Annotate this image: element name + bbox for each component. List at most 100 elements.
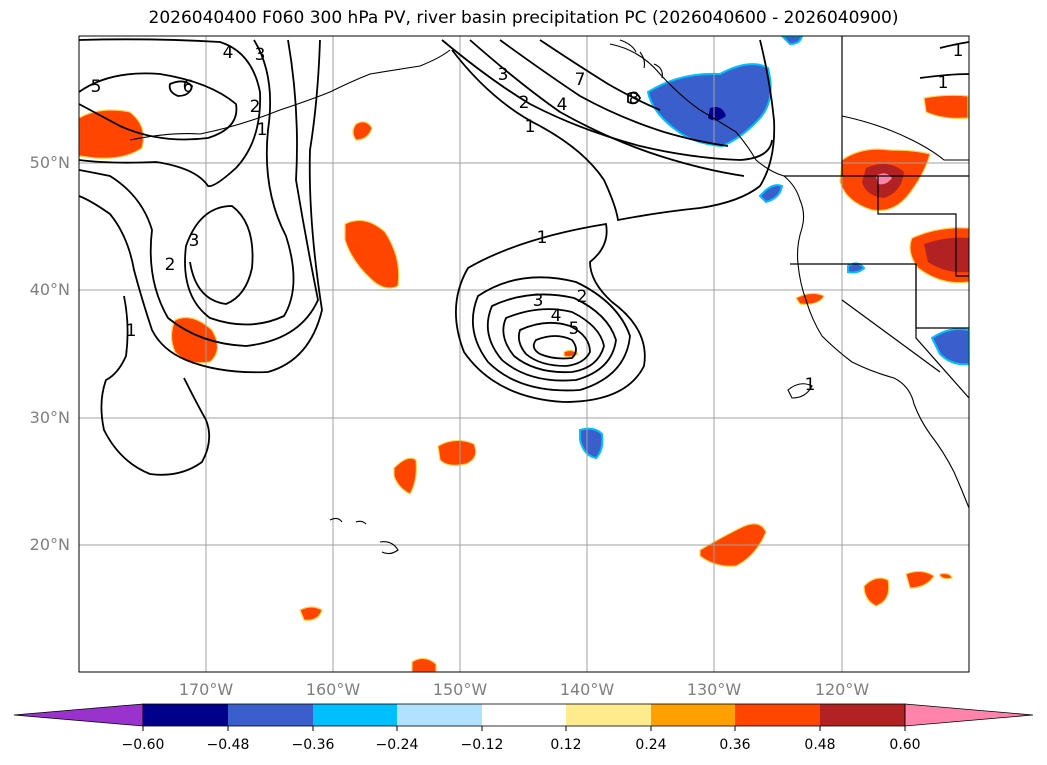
pv-label: 1: [938, 73, 949, 93]
pv-contour-cutoff-4: [502, 308, 605, 374]
precip-patch-south-east-3: [939, 572, 953, 580]
precip-patch-hawaii-north: [393, 457, 417, 495]
precip-patch-arizona-dry: [930, 328, 969, 366]
precip-patch-hawaii-east: [437, 439, 477, 466]
precip-patch-bc-coast: [758, 184, 784, 204]
pv-label: 1: [537, 228, 548, 248]
precip-patch-south-east-1: [863, 577, 890, 607]
colorbar-tick-label: 0.60: [889, 737, 921, 753]
pv-contour-northwest-4: [79, 38, 262, 188]
precip-patch-nevada-dry: [847, 262, 866, 274]
colorbar-tick-label: −0.36: [291, 737, 335, 753]
colorbar-segment: [820, 704, 905, 726]
precip-patch-nevada-core: [924, 237, 969, 273]
lat-label-40n: 40°N: [29, 280, 70, 299]
pv-label: 2: [165, 255, 176, 275]
pv-label: 6: [183, 77, 194, 97]
pv-label: 1: [953, 41, 964, 61]
pv-contour-ridge-8: [627, 91, 642, 105]
pv-contours: [79, 38, 969, 476]
pv-label: 2: [519, 93, 530, 113]
political-borders: [784, 36, 969, 399]
colorbar-segment: [566, 704, 651, 726]
pv-contour-cutoff-5: [517, 321, 591, 367]
pv-label: 1: [257, 120, 268, 140]
graticule: [79, 36, 969, 672]
colorbar-segment: [651, 704, 735, 726]
colorbar-tick-label: 0.12: [550, 737, 582, 753]
colorbar-segment: [313, 704, 397, 726]
lat-label-50n: 50°N: [29, 153, 70, 172]
coastlines: [129, 39, 969, 555]
precip-patch-central-dry: [579, 427, 604, 460]
pv-label: 3: [498, 65, 509, 85]
precip-patch-oregon-coast: [795, 292, 825, 305]
pv-label: 4: [223, 43, 234, 63]
precip-patch-northpac: [352, 121, 373, 141]
pv-label: 1: [805, 375, 816, 395]
colorbar-segment: [735, 704, 820, 726]
pv-contour-cutoff-3: [486, 293, 617, 382]
pv-contour-ridge-1: [451, 39, 776, 222]
colorbar-tick-label: −0.60: [121, 737, 165, 753]
pv-label: 4: [557, 95, 568, 115]
pv-label: 1: [126, 321, 137, 341]
pv-contour-cutoff-6: [532, 335, 577, 360]
pv-label: 5: [569, 319, 580, 339]
precip-patch-gulf-alaska-wet: [646, 63, 772, 148]
colorbar-tick-label: −0.48: [206, 737, 250, 753]
colorbar-segment: [397, 704, 482, 726]
colorbar-tick-label: 0.36: [719, 737, 751, 753]
pv-contour-northwest-6: [168, 80, 193, 97]
pv-label: 8: [629, 89, 640, 109]
pv-contour-ridge-2: [469, 39, 745, 177]
pv-contour-trough-1: [79, 39, 323, 374]
precip-patch-west-north: [79, 109, 145, 159]
pv-contour-labels: 5 6 4 3 2 1 3 2 1 3 2 4 1 7 8 1 1 3 2 4 …: [91, 41, 964, 395]
pv-contour-cutoff-1: [455, 222, 646, 403]
lon-label-130w: 130°W: [686, 680, 742, 699]
pv-label: 2: [250, 97, 261, 117]
pv-contour-ridge-7: [539, 39, 661, 111]
pv-label: 2: [577, 287, 588, 307]
lat-label-20n: 20°N: [29, 535, 70, 554]
pv-contour-northeast-1: [919, 73, 969, 79]
pv-label: 5: [91, 77, 102, 97]
colorbar-outline: [142, 703, 906, 727]
precip-patch-montana: [923, 94, 969, 119]
lon-label-150w: 150°W: [432, 680, 488, 699]
precip-patch-west-central: [344, 219, 400, 289]
precip-patch-south-east-2: [905, 570, 935, 589]
pv-contour-cutoff-2: [471, 276, 631, 392]
pv-contour-trough-3: [184, 39, 295, 326]
precip-patch-bottom: [411, 657, 437, 672]
colorbar-tick-label: 0.24: [635, 737, 667, 753]
pv-label: 1: [525, 117, 536, 137]
lon-label-140w: 140°W: [559, 680, 615, 699]
colorbar-tick-label: −0.12: [460, 737, 504, 753]
pv-label: 3: [255, 45, 266, 65]
colorbar-segment: [228, 704, 313, 726]
map-frame: [78, 35, 970, 673]
pv-label: 7: [575, 70, 586, 90]
colorbar-extend-high: [904, 703, 1034, 727]
colorbar-segment: [482, 704, 566, 726]
pv-contour-ridge-4: [499, 39, 729, 147]
lat-label-30n: 30°N: [29, 408, 70, 427]
colorbar-tick-label: 0.48: [804, 737, 836, 753]
lon-label-170w: 170°W: [178, 680, 234, 699]
map-panel: 5 6 4 3 2 1 3 2 1 3 2 4 1 7 8 1 1 3 2 4 …: [79, 36, 969, 672]
pv-label: 4: [551, 306, 562, 326]
pv-contour-ridge-3: [441, 39, 773, 161]
pv-contour-northeast-2: [939, 41, 969, 49]
pv-contour-northwest-5: [79, 72, 238, 141]
colorbar-extend-low: [13, 703, 144, 727]
colorbar: [13, 703, 1034, 731]
map-title: 2026040400 F060 300 hPa PV, river basin …: [148, 8, 899, 28]
precip-patch-top-edge: [780, 36, 804, 46]
lon-label-120w: 120°W: [814, 680, 870, 699]
pv-label: 3: [533, 291, 544, 311]
colorbar-tick-label: −0.24: [375, 737, 419, 753]
pv-contour-west-1: [100, 295, 211, 476]
